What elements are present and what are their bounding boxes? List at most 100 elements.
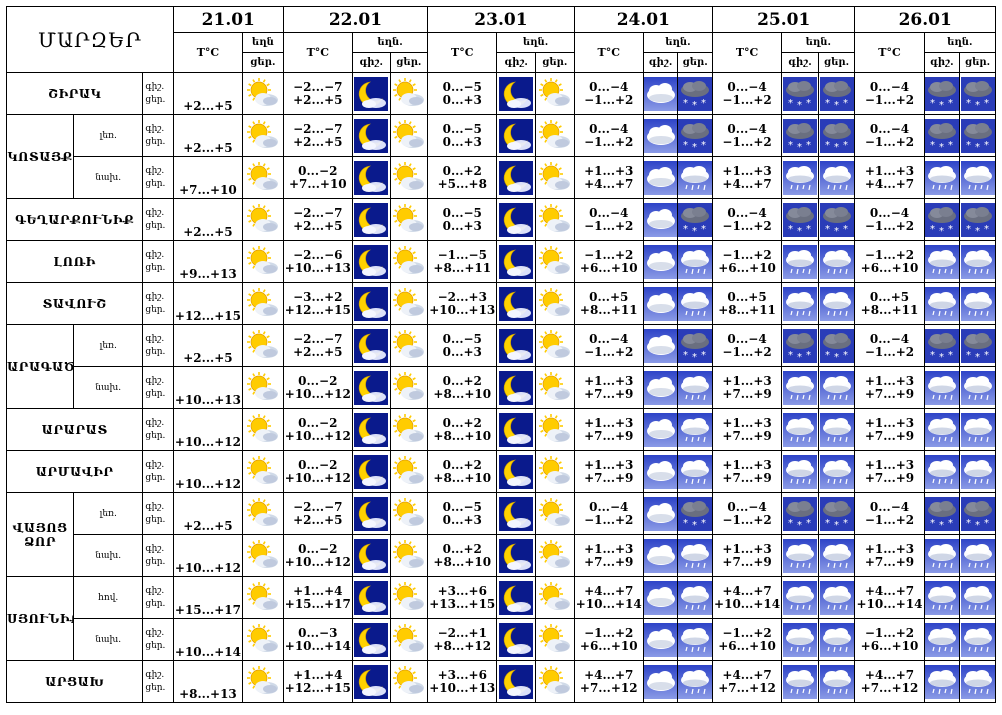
snow-cloud-icon: * * * bbox=[925, 328, 959, 363]
temp-range: +4...+7 +7...+12 bbox=[573, 660, 644, 703]
svg-text:*: * bbox=[797, 142, 802, 153]
snow-cloud-icon: * * * bbox=[819, 328, 854, 363]
weather-cell-day bbox=[535, 240, 575, 283]
rain-cloud-icon bbox=[925, 664, 959, 699]
rain-cloud-icon bbox=[819, 664, 854, 699]
rain-cloud-icon bbox=[678, 244, 712, 279]
moon-night-icon bbox=[499, 622, 534, 657]
night-header: գիշ. bbox=[923, 52, 961, 73]
date-header: 21.01 bbox=[172, 6, 284, 33]
svg-text:*: * bbox=[843, 98, 848, 109]
weather-cell-night bbox=[496, 156, 536, 199]
day-header: ցեր. bbox=[959, 52, 996, 73]
temp-header: T°C bbox=[427, 32, 498, 73]
temp-range: 0...+2 +5...+8 bbox=[427, 156, 498, 199]
svg-text:*: * bbox=[788, 98, 793, 109]
rain-cloud-icon bbox=[819, 286, 854, 321]
sky-header: եղն. bbox=[496, 32, 575, 53]
svg-text:*: * bbox=[975, 520, 980, 531]
svg-text:*: * bbox=[797, 100, 802, 111]
sun-cloud-icon bbox=[246, 497, 278, 526]
weather-cell-day bbox=[535, 492, 575, 535]
sun-cloud-icon bbox=[538, 161, 570, 190]
temp-range: +1...+3 +7...+9 bbox=[711, 408, 783, 451]
snow-cloud-icon: * * * bbox=[678, 496, 712, 531]
svg-text:*: * bbox=[834, 352, 839, 363]
region-name: ԼՈՌԻ bbox=[5, 240, 144, 283]
date-header: 26.01 bbox=[854, 6, 996, 33]
region-row: ԳԵՂԱՐՔՈՒՆԻՔ գիշ. ցեր. +2...+5 −2...−7 +2...+… bbox=[5, 198, 996, 241]
temp-range: −2...−7 +2...+5 bbox=[282, 72, 353, 115]
weather-cell bbox=[242, 660, 284, 703]
weather-cell-day bbox=[959, 366, 996, 409]
snow-cloud-icon: * * * bbox=[819, 118, 854, 153]
weather-cell bbox=[242, 324, 284, 367]
weather-cell-day bbox=[959, 618, 996, 661]
region-row: ԱՐՑԱԽ գիշ. ցեր. +8...+13 +1...+4 +12...+15 +… bbox=[5, 660, 996, 703]
weather-cell-night bbox=[642, 534, 679, 577]
svg-text:*: * bbox=[701, 98, 706, 109]
temp-range: +1...+3 +7...+9 bbox=[711, 534, 783, 577]
weather-cell-night bbox=[781, 156, 819, 199]
rain-cloud-icon bbox=[782, 370, 817, 405]
temp-header: T°C bbox=[573, 32, 644, 73]
sun-cloud-icon bbox=[538, 539, 570, 568]
weather-cell bbox=[242, 534, 284, 577]
moon-night-icon bbox=[354, 370, 389, 405]
svg-text:*: * bbox=[692, 142, 697, 153]
weather-cell-day bbox=[535, 618, 575, 661]
rain-cloud-icon bbox=[925, 286, 959, 321]
sun-cloud-icon bbox=[246, 329, 278, 358]
sun-cloud-icon bbox=[392, 539, 424, 568]
temp-range: +4...+7 +7...+12 bbox=[854, 660, 925, 703]
temp-range: 0...−4 −1...+2 bbox=[573, 72, 644, 115]
weather-cell-night bbox=[351, 366, 391, 409]
weather-cell-day bbox=[959, 240, 996, 283]
weather-cell-day bbox=[677, 534, 713, 577]
region-name: ՎԱՅՈՑ ՁՈՐ bbox=[5, 492, 75, 577]
weather-cell-night bbox=[496, 72, 536, 115]
weather-cell-night bbox=[496, 492, 536, 535]
snow-cloud-icon: * * * bbox=[925, 202, 959, 237]
night-header: գիշ. bbox=[496, 52, 536, 73]
sun-cloud-icon bbox=[538, 287, 570, 316]
svg-text:*: * bbox=[834, 226, 839, 237]
moon-night-icon bbox=[354, 454, 389, 489]
subregion-label: նախ. bbox=[73, 156, 144, 199]
temp-range: −1...+2 +6...+10 bbox=[573, 240, 644, 283]
weather-cell-day bbox=[817, 576, 856, 619]
weather-cell-night bbox=[781, 450, 819, 493]
weather-cell-night bbox=[781, 534, 819, 577]
temp-range: 0...−4 −1...+2 bbox=[573, 198, 644, 241]
temp-header: T°C bbox=[711, 32, 783, 73]
moon-night-icon bbox=[354, 244, 389, 279]
weather-cell-day bbox=[535, 324, 575, 367]
sun-cloud-icon bbox=[538, 497, 570, 526]
region-row: նախ. գիշ. ցեր. +10...+12 0...−2 +10...+12 0.… bbox=[7, 534, 996, 577]
subregion-label: լեռ. bbox=[73, 492, 144, 535]
temp-range: −2...−6 +10...+13 bbox=[282, 240, 353, 283]
weather-cell-day bbox=[817, 618, 856, 661]
sun-cloud-icon bbox=[538, 455, 570, 484]
cloud-icon bbox=[644, 538, 677, 573]
temp-range: +4...+7 +10...+14 bbox=[711, 576, 783, 619]
rain-cloud-icon bbox=[782, 622, 817, 657]
snow-cloud-icon: * * * bbox=[819, 496, 854, 531]
sun-cloud-icon bbox=[392, 455, 424, 484]
region-name: ԱՐԱՐԱՏ bbox=[5, 408, 144, 451]
svg-text:*: * bbox=[843, 224, 848, 235]
weather-cell-day bbox=[535, 576, 575, 619]
moon-night-icon bbox=[499, 664, 534, 699]
weather-cell-day bbox=[535, 534, 575, 577]
svg-text:*: * bbox=[948, 98, 953, 109]
svg-text:*: * bbox=[984, 518, 989, 529]
weather-cell-night bbox=[496, 534, 536, 577]
forecast-table: ՄԱՐԶԵՐ 21.01 22.01 23.01 24.01 25.01 26.01 T°C ե… bbox=[5, 6, 997, 703]
rain-cloud-icon bbox=[960, 412, 995, 447]
svg-text:*: * bbox=[930, 98, 935, 109]
rain-cloud-icon bbox=[925, 622, 959, 657]
weather-cell-day bbox=[817, 282, 856, 325]
sun-cloud-icon bbox=[246, 161, 278, 190]
temp-range: +1...+3 +7...+9 bbox=[854, 450, 925, 493]
svg-text:*: * bbox=[683, 140, 688, 151]
